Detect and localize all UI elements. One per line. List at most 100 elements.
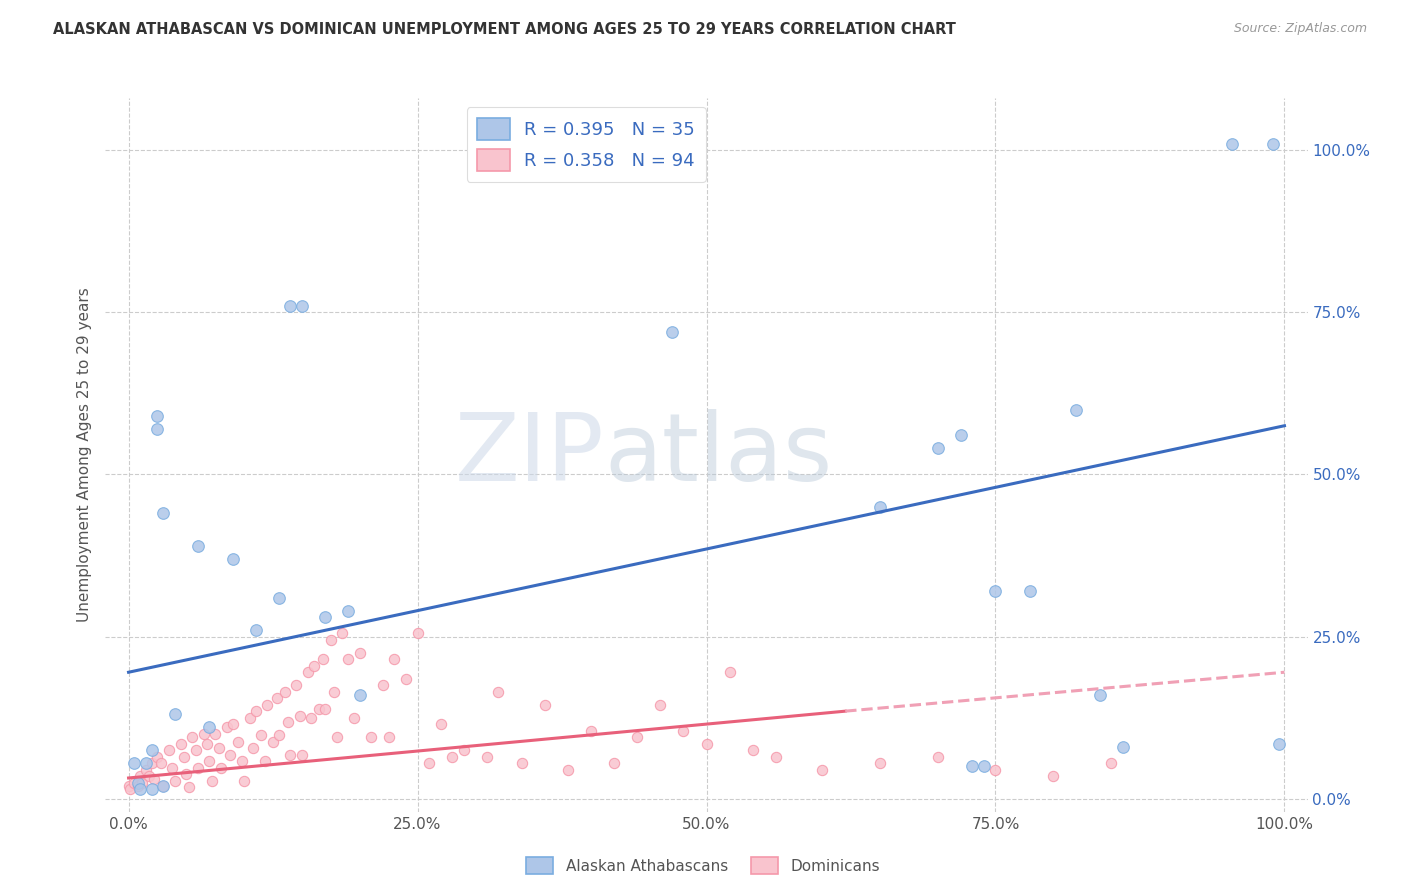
Point [146, 422, 169, 436]
Point [384, 652, 406, 666]
Point [152, 779, 174, 793]
Point [124, 756, 146, 770]
Point [149, 756, 172, 770]
Point [811, 763, 834, 777]
Point [141, 756, 163, 770]
Point [1111, 739, 1133, 754]
Point [163, 707, 186, 722]
Point [129, 769, 152, 783]
Point [579, 723, 602, 738]
Point [323, 684, 346, 698]
Point [1261, 136, 1284, 151]
Point [253, 754, 276, 768]
Point [176, 767, 198, 781]
Point [280, 747, 302, 762]
Point [277, 715, 299, 730]
Point [319, 632, 342, 647]
Point [325, 730, 347, 744]
Point [141, 782, 163, 797]
Point [533, 698, 555, 712]
Point [233, 773, 256, 788]
Point [291, 747, 314, 762]
Point [173, 749, 195, 764]
Legend: R = 0.395   N = 35, R = 0.358   N = 94: R = 0.395 N = 35, R = 0.358 N = 94 [467, 107, 706, 182]
Point [152, 779, 174, 793]
Text: ZIP: ZIP [454, 409, 605, 501]
Point [314, 702, 336, 716]
Point [118, 782, 141, 797]
Point [141, 743, 163, 757]
Point [1099, 756, 1122, 770]
Point [984, 584, 1007, 599]
Point [1088, 688, 1111, 702]
Point [267, 728, 290, 742]
Point [453, 743, 475, 757]
Point [741, 743, 763, 757]
Point [266, 691, 288, 706]
Point [143, 772, 166, 787]
Point [221, 551, 243, 566]
Point [124, 775, 146, 789]
Point [949, 428, 972, 442]
Point [250, 728, 273, 742]
Point [157, 743, 180, 757]
Point [169, 737, 191, 751]
Point [343, 711, 366, 725]
Point [193, 727, 215, 741]
Point [146, 409, 169, 423]
Point [672, 723, 695, 738]
Point [377, 730, 399, 744]
Point [603, 756, 626, 770]
Point [429, 717, 451, 731]
Point [314, 610, 336, 624]
Point [418, 756, 440, 770]
Point [245, 623, 267, 637]
Point [187, 539, 209, 553]
Point [228, 734, 250, 748]
Point [557, 763, 579, 777]
Point [262, 734, 284, 748]
Point [299, 711, 322, 725]
Point [201, 773, 224, 788]
Text: Source: ZipAtlas.com: Source: ZipAtlas.com [1233, 22, 1367, 36]
Point [138, 769, 160, 783]
Point [135, 756, 157, 770]
Point [337, 652, 360, 666]
Point [215, 720, 238, 734]
Point [221, 717, 243, 731]
Point [195, 737, 218, 751]
Point [984, 763, 1007, 777]
Point [297, 665, 319, 680]
Point [1042, 769, 1064, 783]
Point [131, 775, 153, 789]
Point [280, 299, 302, 313]
Point [273, 684, 295, 698]
Point [198, 754, 221, 768]
Point [441, 749, 464, 764]
Point [349, 688, 371, 702]
Point [208, 741, 231, 756]
Point [152, 506, 174, 520]
Point [1267, 737, 1289, 751]
Point [146, 749, 169, 764]
Point [626, 730, 648, 744]
Point [204, 727, 226, 741]
Point [1019, 584, 1042, 599]
Point [135, 763, 157, 777]
Point [267, 591, 290, 605]
Point [245, 704, 267, 718]
Point [650, 698, 672, 712]
Point [869, 756, 891, 770]
Point [256, 698, 278, 712]
Text: atlas: atlas [605, 409, 832, 501]
Y-axis label: Unemployment Among Ages 25 to 29 years: Unemployment Among Ages 25 to 29 years [77, 287, 93, 623]
Point [209, 761, 232, 775]
Point [962, 759, 984, 773]
Point [695, 737, 717, 751]
Point [231, 754, 253, 768]
Point [198, 720, 221, 734]
Point [177, 780, 200, 794]
Point [127, 775, 149, 789]
Point [219, 747, 242, 762]
Point [181, 730, 204, 744]
